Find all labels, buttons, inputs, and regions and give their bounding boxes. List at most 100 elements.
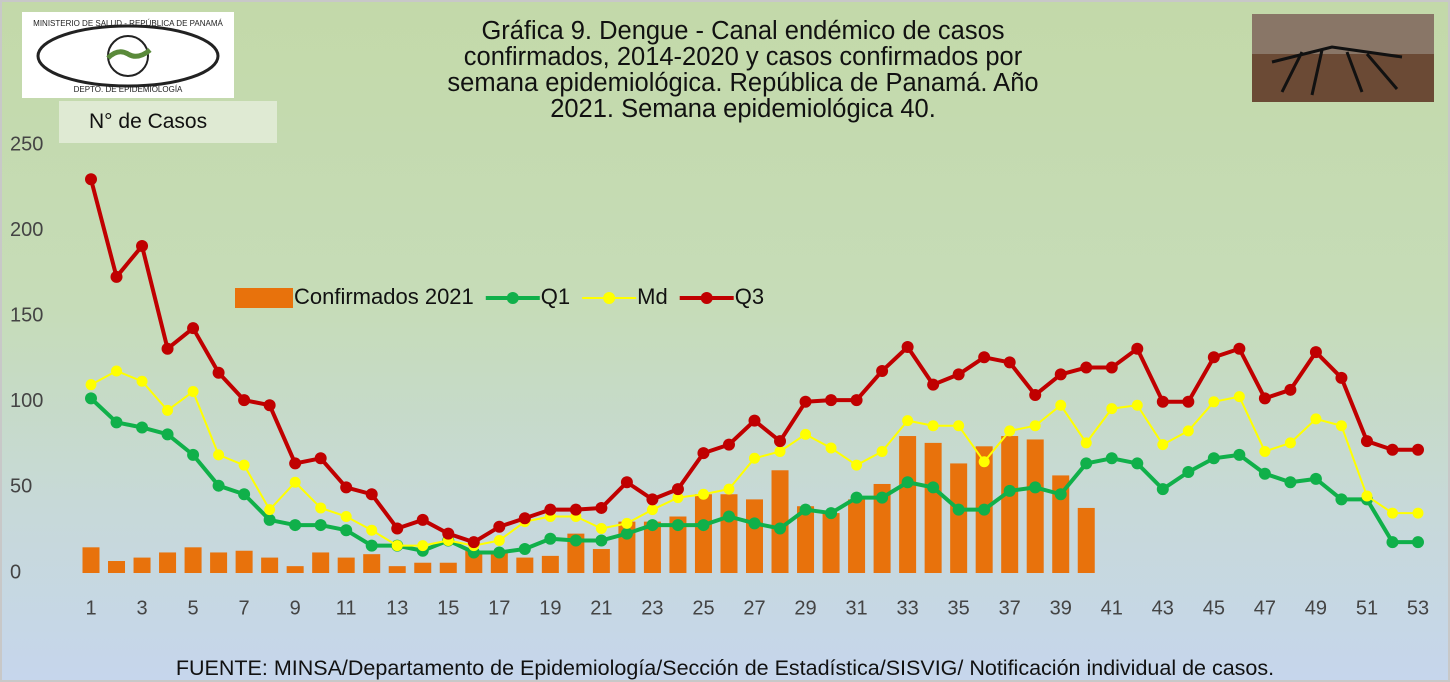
marker — [697, 488, 709, 500]
marker — [161, 342, 174, 355]
marker — [722, 438, 735, 451]
marker — [110, 270, 123, 283]
marker — [1233, 391, 1245, 403]
x-tick-label: 5 — [188, 597, 199, 619]
x-tick-label: 33 — [896, 597, 918, 619]
marker — [1233, 448, 1246, 461]
legend-label: Confirmados 2021 — [294, 284, 474, 309]
marker — [799, 395, 812, 408]
marker — [1157, 439, 1169, 451]
bar — [950, 463, 968, 573]
x-tick-label: 3 — [136, 597, 147, 619]
marker — [1182, 395, 1195, 408]
source-note: FUENTE: MINSA/Departamento de Epidemiolo… — [175, 656, 1275, 680]
marker — [110, 416, 123, 429]
marker — [493, 534, 505, 546]
marker — [289, 457, 302, 470]
marker — [902, 415, 914, 427]
bar — [184, 547, 202, 573]
marker — [569, 534, 582, 547]
marker — [1207, 452, 1220, 465]
marker — [213, 449, 225, 461]
marker — [238, 394, 251, 407]
x-tick-label: 7 — [239, 597, 250, 619]
marker — [876, 445, 888, 457]
marker — [978, 351, 991, 364]
bar — [388, 566, 406, 573]
bar — [516, 557, 534, 573]
marker — [569, 503, 582, 516]
marker — [289, 519, 302, 532]
marker — [366, 524, 378, 536]
marker — [187, 386, 199, 398]
bar — [312, 552, 330, 573]
marker — [620, 527, 633, 540]
marker — [851, 459, 863, 471]
marker — [646, 504, 658, 516]
bar — [235, 550, 253, 573]
marker — [365, 539, 378, 552]
x-tick-label: 15 — [437, 597, 459, 619]
x-tick-label: 41 — [1101, 597, 1123, 619]
marker — [1054, 488, 1067, 501]
bar — [643, 521, 661, 573]
marker — [595, 522, 607, 534]
x-tick-label: 47 — [1254, 597, 1276, 619]
marker — [927, 378, 940, 391]
bar — [822, 513, 840, 573]
marker — [263, 513, 276, 526]
marker — [212, 479, 225, 492]
marker — [442, 527, 455, 540]
marker — [876, 364, 889, 377]
bar — [414, 562, 432, 573]
bar — [82, 547, 100, 573]
marker — [1105, 361, 1118, 374]
y-tick-label: 100 — [10, 390, 43, 412]
marker — [1361, 490, 1373, 502]
marker — [136, 240, 149, 253]
bar — [1077, 507, 1095, 573]
legend-label: Md — [637, 284, 668, 309]
marker — [748, 517, 761, 530]
bar — [261, 557, 279, 573]
marker — [1208, 396, 1220, 408]
marker — [111, 365, 123, 377]
x-tick-label: 43 — [1152, 597, 1174, 619]
marker — [136, 421, 149, 434]
legend-label: Q1 — [541, 284, 570, 309]
marker — [1080, 361, 1093, 374]
marker — [1003, 484, 1016, 497]
marker — [595, 534, 608, 547]
bar — [797, 506, 815, 573]
marker — [825, 507, 838, 520]
marker — [1207, 351, 1220, 364]
marker — [212, 366, 225, 379]
marker — [697, 447, 710, 460]
marker — [1054, 368, 1067, 381]
x-tick-label: 49 — [1305, 597, 1327, 619]
x-tick-label: 25 — [692, 597, 714, 619]
marker — [1335, 420, 1347, 432]
marker — [825, 442, 837, 454]
marker — [1233, 342, 1246, 355]
marker — [1284, 383, 1297, 396]
marker — [850, 394, 863, 407]
marker — [953, 420, 965, 432]
y-tick-label: 150 — [10, 304, 43, 326]
x-tick-label: 23 — [641, 597, 663, 619]
marker — [1309, 346, 1322, 359]
marker — [952, 368, 965, 381]
marker — [1182, 425, 1194, 437]
logo-bottom-text: DEPTO. DE EPIDEMIOLOGÍA — [74, 85, 183, 94]
marker — [340, 524, 353, 537]
marker — [1386, 536, 1399, 549]
marker — [1335, 371, 1348, 384]
marker — [1156, 483, 1169, 496]
marker — [799, 503, 812, 516]
marker — [876, 491, 889, 504]
marker — [774, 445, 786, 457]
marker — [1258, 392, 1271, 405]
marker — [1259, 445, 1271, 457]
bar — [848, 499, 866, 573]
